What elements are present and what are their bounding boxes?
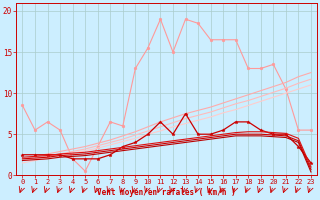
X-axis label: Vent moyen/en rafales ( km/h ): Vent moyen/en rafales ( km/h )	[97, 188, 236, 197]
